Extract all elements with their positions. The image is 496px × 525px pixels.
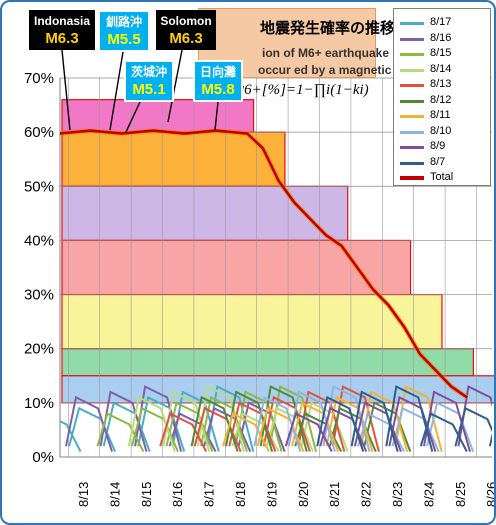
callout-mag: M5.1 <box>132 81 166 98</box>
legend-label: 8/12 <box>430 93 452 106</box>
legend-swatch <box>400 161 424 165</box>
x-tick-label: 8/26 <box>484 482 494 507</box>
callout-name: 茨城沖 <box>130 65 167 79</box>
callout-name: 釧路沖 <box>105 15 142 29</box>
callout-ibaraki: 茨城沖 M5.1 <box>124 60 174 102</box>
x-tick-label: 8/18 <box>233 482 248 507</box>
total-line <box>60 129 468 399</box>
y-tick-label: 30% <box>24 287 54 304</box>
legend-label: 8/17 <box>430 16 452 28</box>
callout-pointer <box>109 51 124 131</box>
legend-label: 8/13 <box>430 78 452 90</box>
chart-subtitle-line1: ion of M6+ earthquake <box>262 46 390 60</box>
legend-swatch <box>400 176 424 180</box>
callout-pointer <box>214 101 219 131</box>
x-tick-label: 8/15 <box>139 482 154 507</box>
callout-name: 日向灘 <box>199 65 236 79</box>
series-line-8-9 <box>284 385 492 453</box>
series-line-8-11 <box>222 385 443 453</box>
callout-mag: M6.3 <box>45 30 79 47</box>
y-tick-label: 10% <box>24 395 54 412</box>
probability-band-0 <box>61 99 255 133</box>
series-line-8-15 <box>96 385 318 453</box>
callout-name: Solomon <box>160 14 212 28</box>
x-tick-label: 8/21 <box>327 482 342 507</box>
x-tick-label: 8/20 <box>296 482 311 507</box>
callout-kushiro: 釧路沖 M5.5 <box>98 10 150 52</box>
legend-swatch <box>400 84 424 87</box>
legend-label: 8/16 <box>430 31 452 44</box>
x-tick-label: 8/13 <box>76 482 91 507</box>
x-tick-label: 8/25 <box>453 482 468 507</box>
callout-hyuganada: 日向灘 M5.8 <box>193 60 243 102</box>
legend-swatch <box>400 99 424 103</box>
callout-mag: M6.3 <box>169 30 203 47</box>
legend-swatch <box>400 130 424 134</box>
series-line-8-7 <box>316 385 492 453</box>
legend-label: 8/10 <box>430 124 452 137</box>
legend-swatch <box>400 68 424 72</box>
legend-swatch <box>400 37 424 41</box>
callout-mag: M5.8 <box>201 81 235 98</box>
probability-band-5 <box>61 348 474 377</box>
series-line-8-14 <box>127 385 349 453</box>
callout-pointer <box>61 49 71 131</box>
legend-swatch <box>400 53 424 56</box>
x-tick-label: 8/22 <box>359 482 374 507</box>
x-tick-label: 8/24 <box>421 482 436 507</box>
callout-pointer <box>125 101 141 133</box>
legend-label: Total <box>430 171 454 183</box>
legend-swatch <box>400 115 424 118</box>
legend-label: 8/7 <box>430 155 446 168</box>
series-line-8-17 <box>60 385 255 453</box>
callout-solomon: Solomon M6.3 <box>156 10 216 50</box>
callout-pointer <box>167 49 183 123</box>
series-line-8-12 <box>190 385 412 453</box>
y-tick-label: 50% <box>24 178 54 195</box>
legend-swatch <box>400 22 424 25</box>
probability-band-2 <box>61 185 349 242</box>
legend-label: 8/14 <box>430 62 452 75</box>
chart-title: 地震発生確率の推移 <box>260 19 396 37</box>
series-line-8-10 <box>253 385 475 453</box>
x-tick-label: 8/19 <box>264 482 279 507</box>
series-line-8-16 <box>65 385 286 453</box>
legend: 8/17 8/16 8/15 8/14 8/13 8/12 8/11 8/10 8/9 8/7 To… <box>393 8 491 186</box>
x-tick-label: 8/23 <box>390 482 405 507</box>
legend-swatch <box>400 146 424 149</box>
y-tick-label: 60% <box>24 124 54 141</box>
x-tick-label: 8/14 <box>107 482 122 507</box>
y-tick-label: 40% <box>24 232 54 249</box>
probability-formula: P6+[%]=1−∏i(1−ki) <box>235 82 369 98</box>
chart-subtitle-line2: occur ed by a magnetic storm. <box>258 63 432 77</box>
legend-label: 8/15 <box>430 47 452 59</box>
callout-mag: M5.5 <box>107 31 141 48</box>
x-tick-label: 8/17 <box>202 482 217 507</box>
y-tick-label: 20% <box>24 341 54 358</box>
callout-indonasia: Indonasia M6.3 <box>29 10 95 50</box>
x-tick-label: 8/16 <box>170 482 185 507</box>
legend-label: 8/9 <box>430 140 446 152</box>
legend-label: 8/11 <box>430 109 451 121</box>
series-line-8-13 <box>159 385 380 453</box>
callout-name: Indonasia <box>33 14 90 28</box>
y-tick-label: 0% <box>32 449 54 466</box>
y-tick-label: 70% <box>24 70 54 87</box>
